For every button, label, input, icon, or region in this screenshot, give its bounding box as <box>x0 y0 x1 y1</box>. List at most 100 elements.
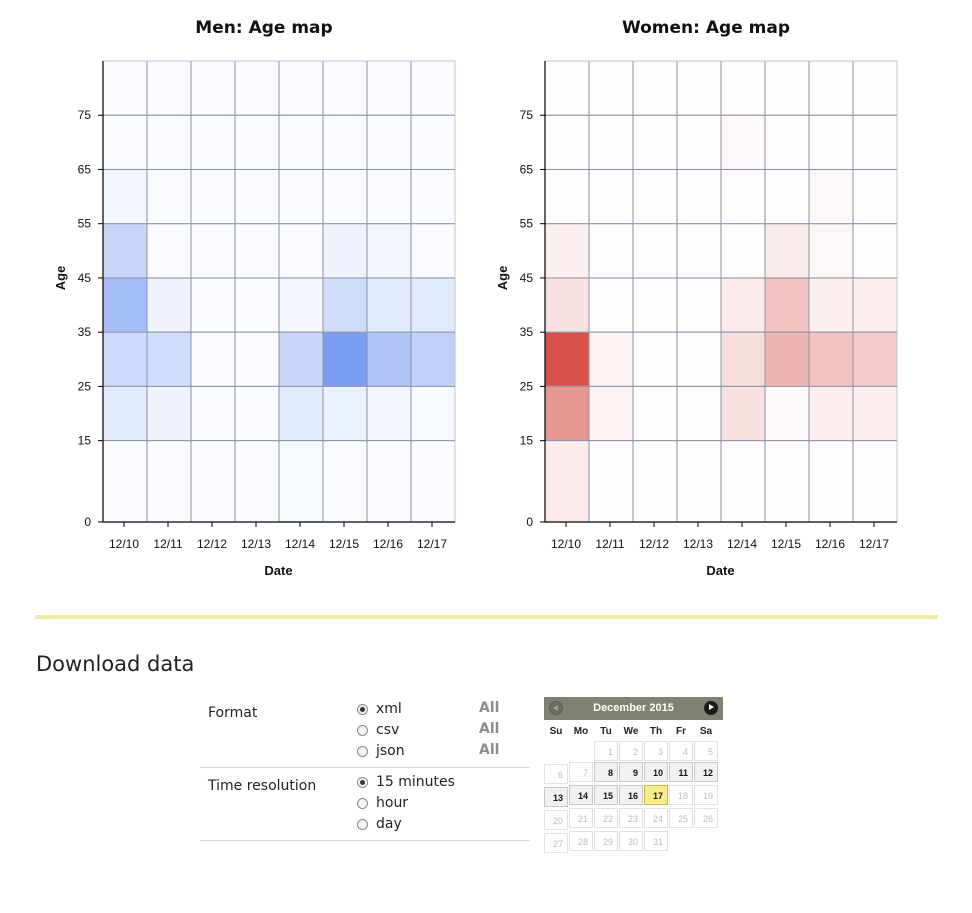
women-cell-15-25-12-11 <box>588 385 634 442</box>
section-divider <box>35 615 938 619</box>
women-cell-75--12-12 <box>632 60 678 116</box>
women-cell-0-15-12-13 <box>676 440 722 523</box>
women-cell-65-75-12-17 <box>852 114 898 170</box>
women-cell-65-75-12-16 <box>808 114 854 170</box>
men-cell-55-65-12-14 <box>278 168 324 225</box>
women-cell-55-65-12-14 <box>720 168 766 225</box>
calendar-day-9[interactable]: 9 <box>619 762 643 782</box>
format-option-json[interactable]: json <box>357 741 405 761</box>
calendar-day-11[interactable]: 11 <box>669 762 693 782</box>
weekday-su: Su <box>549 726 563 737</box>
men-cell-65-75-12-10 <box>102 114 148 170</box>
women-cell-55-65-12-11 <box>588 168 634 225</box>
calendar-day-18: 18 <box>669 785 693 805</box>
chevron-left-icon[interactable] <box>549 701 563 715</box>
women-cell-25-35-12-12 <box>632 331 678 387</box>
men-cell-15-25-12-15 <box>322 385 368 442</box>
men-cell-45-55-12-11 <box>146 223 192 279</box>
time-15-minutes-radio[interactable] <box>357 776 368 788</box>
calendar-day-17[interactable]: 17 <box>644 785 668 805</box>
men-cell-35-45-12-11 <box>146 277 192 333</box>
calendar-day-16[interactable]: 16 <box>619 785 643 805</box>
women-cell-65-75-12-14 <box>720 114 766 170</box>
calendar-header: December 2015 <box>544 697 723 720</box>
calendar-day-15[interactable]: 15 <box>594 785 618 805</box>
men-cell-15-25-12-13 <box>234 385 280 442</box>
women-cell-25-35-12-10 <box>544 331 590 387</box>
calendar-day-3: 3 <box>644 741 668 761</box>
men-cell-25-35-12-12 <box>190 331 236 387</box>
men-x-tick-label-12-10: 12/10 <box>109 537 139 551</box>
women-cell-55-65-12-16 <box>808 168 854 225</box>
calendar-day-8[interactable]: 8 <box>594 762 618 782</box>
men-x-tick-label-12-13: 12/13 <box>241 537 271 551</box>
all-csv-link[interactable]: All <box>479 721 500 737</box>
time-hour-radio[interactable] <box>357 797 368 809</box>
women-cell-75--12-15 <box>764 60 810 116</box>
format-xml-radio[interactable] <box>357 703 368 715</box>
women-cell-55-65-12-12 <box>632 168 678 225</box>
men-cell-75--12-12 <box>190 60 236 116</box>
women-chart-title: Women: Age map <box>622 18 790 38</box>
chevron-right-icon[interactable] <box>704 701 718 715</box>
men-cell-25-35-12-14 <box>278 331 324 387</box>
men-cell-55-65-12-12 <box>190 168 236 225</box>
calendar-day-26: 26 <box>694 808 718 828</box>
calendar-day-2: 2 <box>619 741 643 761</box>
calendar-blank-cell <box>544 741 568 761</box>
women-x-tick-label-12-14: 12/14 <box>727 537 757 551</box>
men-cell-25-35-12-10 <box>102 331 148 387</box>
time-option-day[interactable]: day <box>357 814 402 834</box>
women-x-tick-label-12-13: 12/13 <box>683 537 713 551</box>
women-cell-75--12-11 <box>588 60 634 116</box>
women-cell-35-45-12-17 <box>852 277 898 333</box>
men-cell-75--12-11 <box>146 60 192 116</box>
women-cell-45-55-12-13 <box>676 223 722 279</box>
calendar-day-20: 20 <box>544 810 568 830</box>
format-json-radio[interactable] <box>357 745 368 757</box>
calendar-day-14[interactable]: 14 <box>569 785 593 805</box>
women-y-tick-label-65: 65 <box>520 162 534 176</box>
time-option-hour[interactable]: hour <box>357 793 408 813</box>
men-cell-75--12-10 <box>102 60 148 116</box>
date-picker-calendar: December 2015 Su Mo Tu We Th Fr Sa 1 2 3 4 5 6 7 8 9 10 1… <box>544 697 723 853</box>
time-day-radio[interactable] <box>357 818 368 830</box>
women-cell-0-15-12-12 <box>632 440 678 523</box>
format-csv-radio[interactable] <box>357 724 368 736</box>
calendar-month-label: December 2015 <box>593 702 674 714</box>
calendar-day-31: 31 <box>644 831 668 851</box>
women-cell-0-15-12-17 <box>852 440 898 523</box>
men-cell-35-45-12-10 <box>102 277 148 333</box>
men-cell-55-65-12-16 <box>366 168 412 225</box>
men-y-axis-title: Age <box>53 266 68 291</box>
time-resolution-label: Time resolution <box>208 778 317 794</box>
women-cell-25-35-12-17 <box>852 331 898 387</box>
men-cell-75--12-17 <box>410 60 456 116</box>
men-cell-45-55-12-16 <box>366 223 412 279</box>
women-cell-0-15-12-16 <box>808 440 854 523</box>
men-cell-35-45-12-16 <box>366 277 412 333</box>
women-cell-45-55-12-12 <box>632 223 678 279</box>
time-option-15-minutes[interactable]: 15 minutes <box>357 772 455 792</box>
women-x-tick-label-12-12: 12/12 <box>639 537 669 551</box>
calendar-blank-cell <box>569 741 593 761</box>
women-cell-65-75-12-11 <box>588 114 634 170</box>
women-heatmap-svg: Women: Age map 0 15 25 35 45 55 65 75 12/10 12/11 1… <box>495 18 898 578</box>
weekday-fr: Fr <box>676 726 686 737</box>
women-cell-25-35-12-11 <box>588 331 634 387</box>
women-y-tick-label-75: 75 <box>520 108 534 122</box>
format-option-xml[interactable]: xml <box>357 699 402 719</box>
calendar-day-6: 6 <box>544 764 568 784</box>
men-cell-25-35-12-13 <box>234 331 280 387</box>
all-json-link[interactable]: All <box>479 742 500 758</box>
men-cell-75--12-16 <box>366 60 412 116</box>
calendar-day-13[interactable]: 13 <box>544 787 568 807</box>
men-cell-65-75-12-14 <box>278 114 324 170</box>
men-cell-15-25-12-10 <box>102 385 148 442</box>
calendar-day-12[interactable]: 12 <box>694 762 718 782</box>
all-xml-link[interactable]: All <box>479 700 500 716</box>
format-option-csv[interactable]: csv <box>357 720 399 740</box>
men-cell-45-55-12-17 <box>410 223 456 279</box>
women-cell-75--12-17 <box>852 60 898 116</box>
calendar-day-10[interactable]: 10 <box>644 762 668 782</box>
